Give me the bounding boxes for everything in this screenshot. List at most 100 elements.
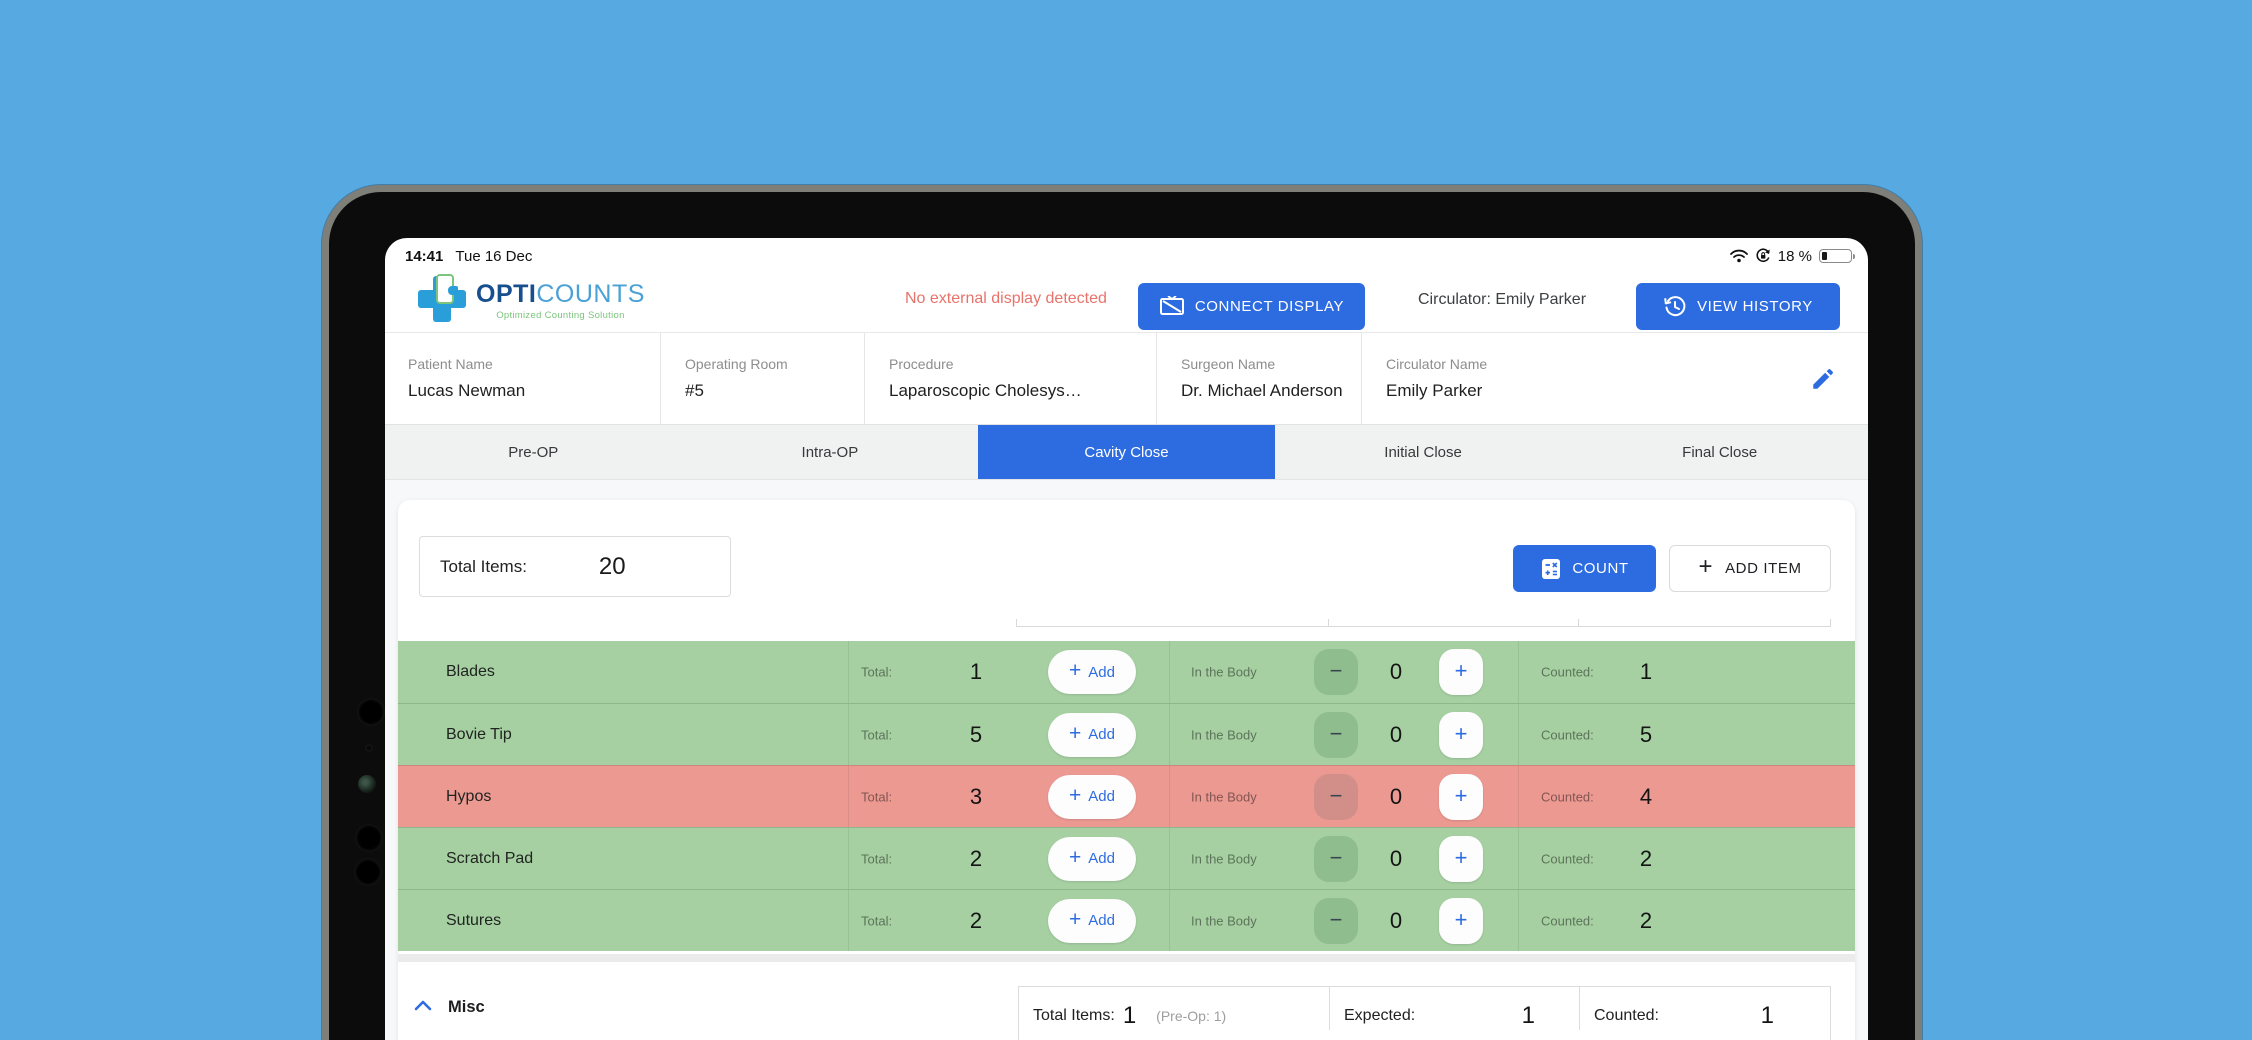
in-body-decrement-button[interactable]: − [1314, 773, 1358, 820]
item-add-button[interactable]: + Add [1048, 712, 1136, 757]
minus-icon: − [1329, 720, 1343, 746]
plus-icon: + [1069, 721, 1082, 745]
front-camera-lens [358, 775, 376, 793]
item-row: Blades Total: 1 + Add In the Body − 0 + … [398, 641, 1855, 703]
minus-icon: − [1329, 906, 1343, 932]
item-counted-label: Counted: [1541, 664, 1594, 680]
item-counted-label: Counted: [1541, 851, 1594, 866]
total-items-box: Total Items: 20 [419, 536, 731, 597]
phase-tab[interactable]: Final Close [1571, 425, 1868, 479]
circulator-label: Circulator: Emily Parker [1418, 291, 1587, 308]
plus-icon: + [1454, 782, 1468, 808]
patient-field-value: Dr. Michael Anderson [1181, 381, 1343, 400]
patient-field-label: Patient Name [408, 356, 493, 372]
tablet-device-frame: 14:41 Tue 16 Dec 18 % [329, 192, 1915, 1040]
opticounts-cross-icon [418, 274, 466, 324]
item-row: Bovie Tip Total: 5 + Add In the Body − 0… [398, 703, 1855, 765]
in-body-decrement-button[interactable]: − [1314, 711, 1358, 758]
connect-display-button[interactable]: CONNECT DISPLAY [1138, 283, 1365, 330]
count-button[interactable]: COUNT [1513, 545, 1656, 592]
phase-tab[interactable]: Pre-OP [385, 425, 682, 479]
plus-icon: + [1698, 553, 1714, 580]
in-body-value: 0 [1389, 907, 1403, 933]
chevron-up-icon [414, 1000, 432, 1011]
total-items-label: Total Items: [440, 556, 527, 576]
patient-info-band: Patient Name Lucas Newman Operating Room… [385, 332, 1868, 425]
tablet-screen: 14:41 Tue 16 Dec 18 % [385, 238, 1868, 1040]
item-row: Hypos Total: 3 + Add In the Body − 0 + C… [398, 765, 1855, 827]
phase-tab-label: Intra-OP [801, 443, 859, 461]
history-clock-icon [1664, 295, 1686, 316]
misc-total-items-value: 1 [1122, 1002, 1137, 1029]
misc-section: Misc Total Items: 1 (Pre-Op: 1) Expected… [398, 962, 1855, 1040]
display-off-icon [1159, 295, 1184, 315]
item-total-label: Total: [861, 727, 893, 742]
patient-field-value: Emily Parker [1386, 381, 1483, 400]
patient-field: Patient Name Lucas Newman [385, 333, 660, 424]
status-bar: 14:41 Tue 16 Dec 18 % [385, 238, 1868, 268]
item-total-label: Total: [861, 789, 893, 804]
minus-icon: − [1329, 782, 1343, 808]
app-logo: OPTICOUNTS Optimized Counting Solution [418, 274, 645, 324]
item-add-button[interactable]: + Add [1048, 898, 1136, 943]
in-body-value: 0 [1389, 721, 1403, 747]
collapse-misc-button[interactable] [410, 994, 436, 1020]
phase-tab[interactable]: Cavity Close [978, 425, 1275, 479]
wifi-icon [1729, 249, 1748, 263]
add-item-button[interactable]: + ADD ITEM [1669, 545, 1831, 592]
misc-expected-value: 1 [1521, 1002, 1535, 1029]
phase-tab[interactable]: Intra-OP [682, 425, 979, 479]
plus-icon: + [1454, 658, 1468, 683]
item-name: Scratch Pad [446, 849, 534, 867]
item-counted-label: Counted: [1541, 727, 1594, 742]
scrolled-box-edge [1016, 619, 1831, 627]
external-display-warning: No external display detected [905, 290, 1107, 307]
misc-counted-value: 1 [1760, 1002, 1774, 1029]
in-body-increment-button[interactable]: + [1439, 711, 1483, 758]
in-body-increment-button[interactable]: + [1439, 773, 1483, 820]
patient-field: Circulator Name Emily Parker [1361, 333, 1672, 424]
items-list: Blades Total: 1 + Add In the Body − 0 + … [398, 641, 1855, 951]
in-body-label: In the Body [1191, 664, 1257, 680]
count-card: Total Items: 20 COUNT [398, 500, 1855, 1040]
app-title: OPTICOUNTS [476, 280, 645, 308]
status-time: 14:41 [405, 247, 444, 265]
view-history-button[interactable]: VIEW HISTORY [1636, 283, 1840, 330]
item-total-value: 5 [969, 721, 983, 747]
phase-tab[interactable]: Initial Close [1275, 425, 1572, 479]
item-total-value: 2 [969, 907, 983, 933]
in-body-decrement-button[interactable]: − [1314, 897, 1358, 944]
in-body-value: 0 [1389, 659, 1403, 684]
item-counted-value: 2 [1639, 907, 1653, 933]
in-body-label: In the Body [1191, 789, 1257, 804]
plus-icon: + [1069, 659, 1082, 682]
in-body-decrement-button[interactable]: − [1314, 649, 1358, 695]
card-toolbar: Total Items: 20 COUNT [398, 500, 1855, 620]
item-total-label: Total: [861, 913, 893, 928]
edit-pencil-icon[interactable] [1810, 366, 1836, 392]
patient-field-label: Circulator Name [1386, 356, 1488, 372]
plus-icon: + [1454, 844, 1468, 870]
in-body-decrement-button[interactable]: − [1314, 835, 1358, 882]
front-sensor-dot [355, 824, 383, 852]
patient-field: Surgeon Name Dr. Michael Anderson [1156, 333, 1361, 424]
plus-icon: + [1069, 783, 1082, 807]
in-body-increment-button[interactable]: + [1439, 649, 1483, 695]
front-sensor-dot [354, 858, 382, 886]
item-total-value: 2 [969, 845, 983, 871]
patient-field-label: Surgeon Name [1181, 356, 1276, 372]
misc-counted-label: Counted: [1594, 1007, 1659, 1024]
front-sensor-dot [357, 698, 385, 726]
in-body-increment-button[interactable]: + [1439, 897, 1483, 944]
item-add-button[interactable]: + Add [1048, 774, 1136, 819]
battery-percent: 18 % [1777, 247, 1812, 265]
main-content: Total Items: 20 COUNT [385, 480, 1868, 1040]
item-name: Hypos [446, 787, 492, 805]
item-add-button[interactable]: + Add [1048, 836, 1136, 881]
in-body-increment-button[interactable]: + [1439, 835, 1483, 882]
in-body-label: In the Body [1191, 851, 1257, 866]
item-add-button[interactable]: + Add [1048, 650, 1136, 694]
misc-preop-note: (Pre-Op: 1) [1156, 1008, 1227, 1024]
microphone-dot [365, 744, 373, 752]
item-counted-label: Counted: [1541, 789, 1594, 804]
